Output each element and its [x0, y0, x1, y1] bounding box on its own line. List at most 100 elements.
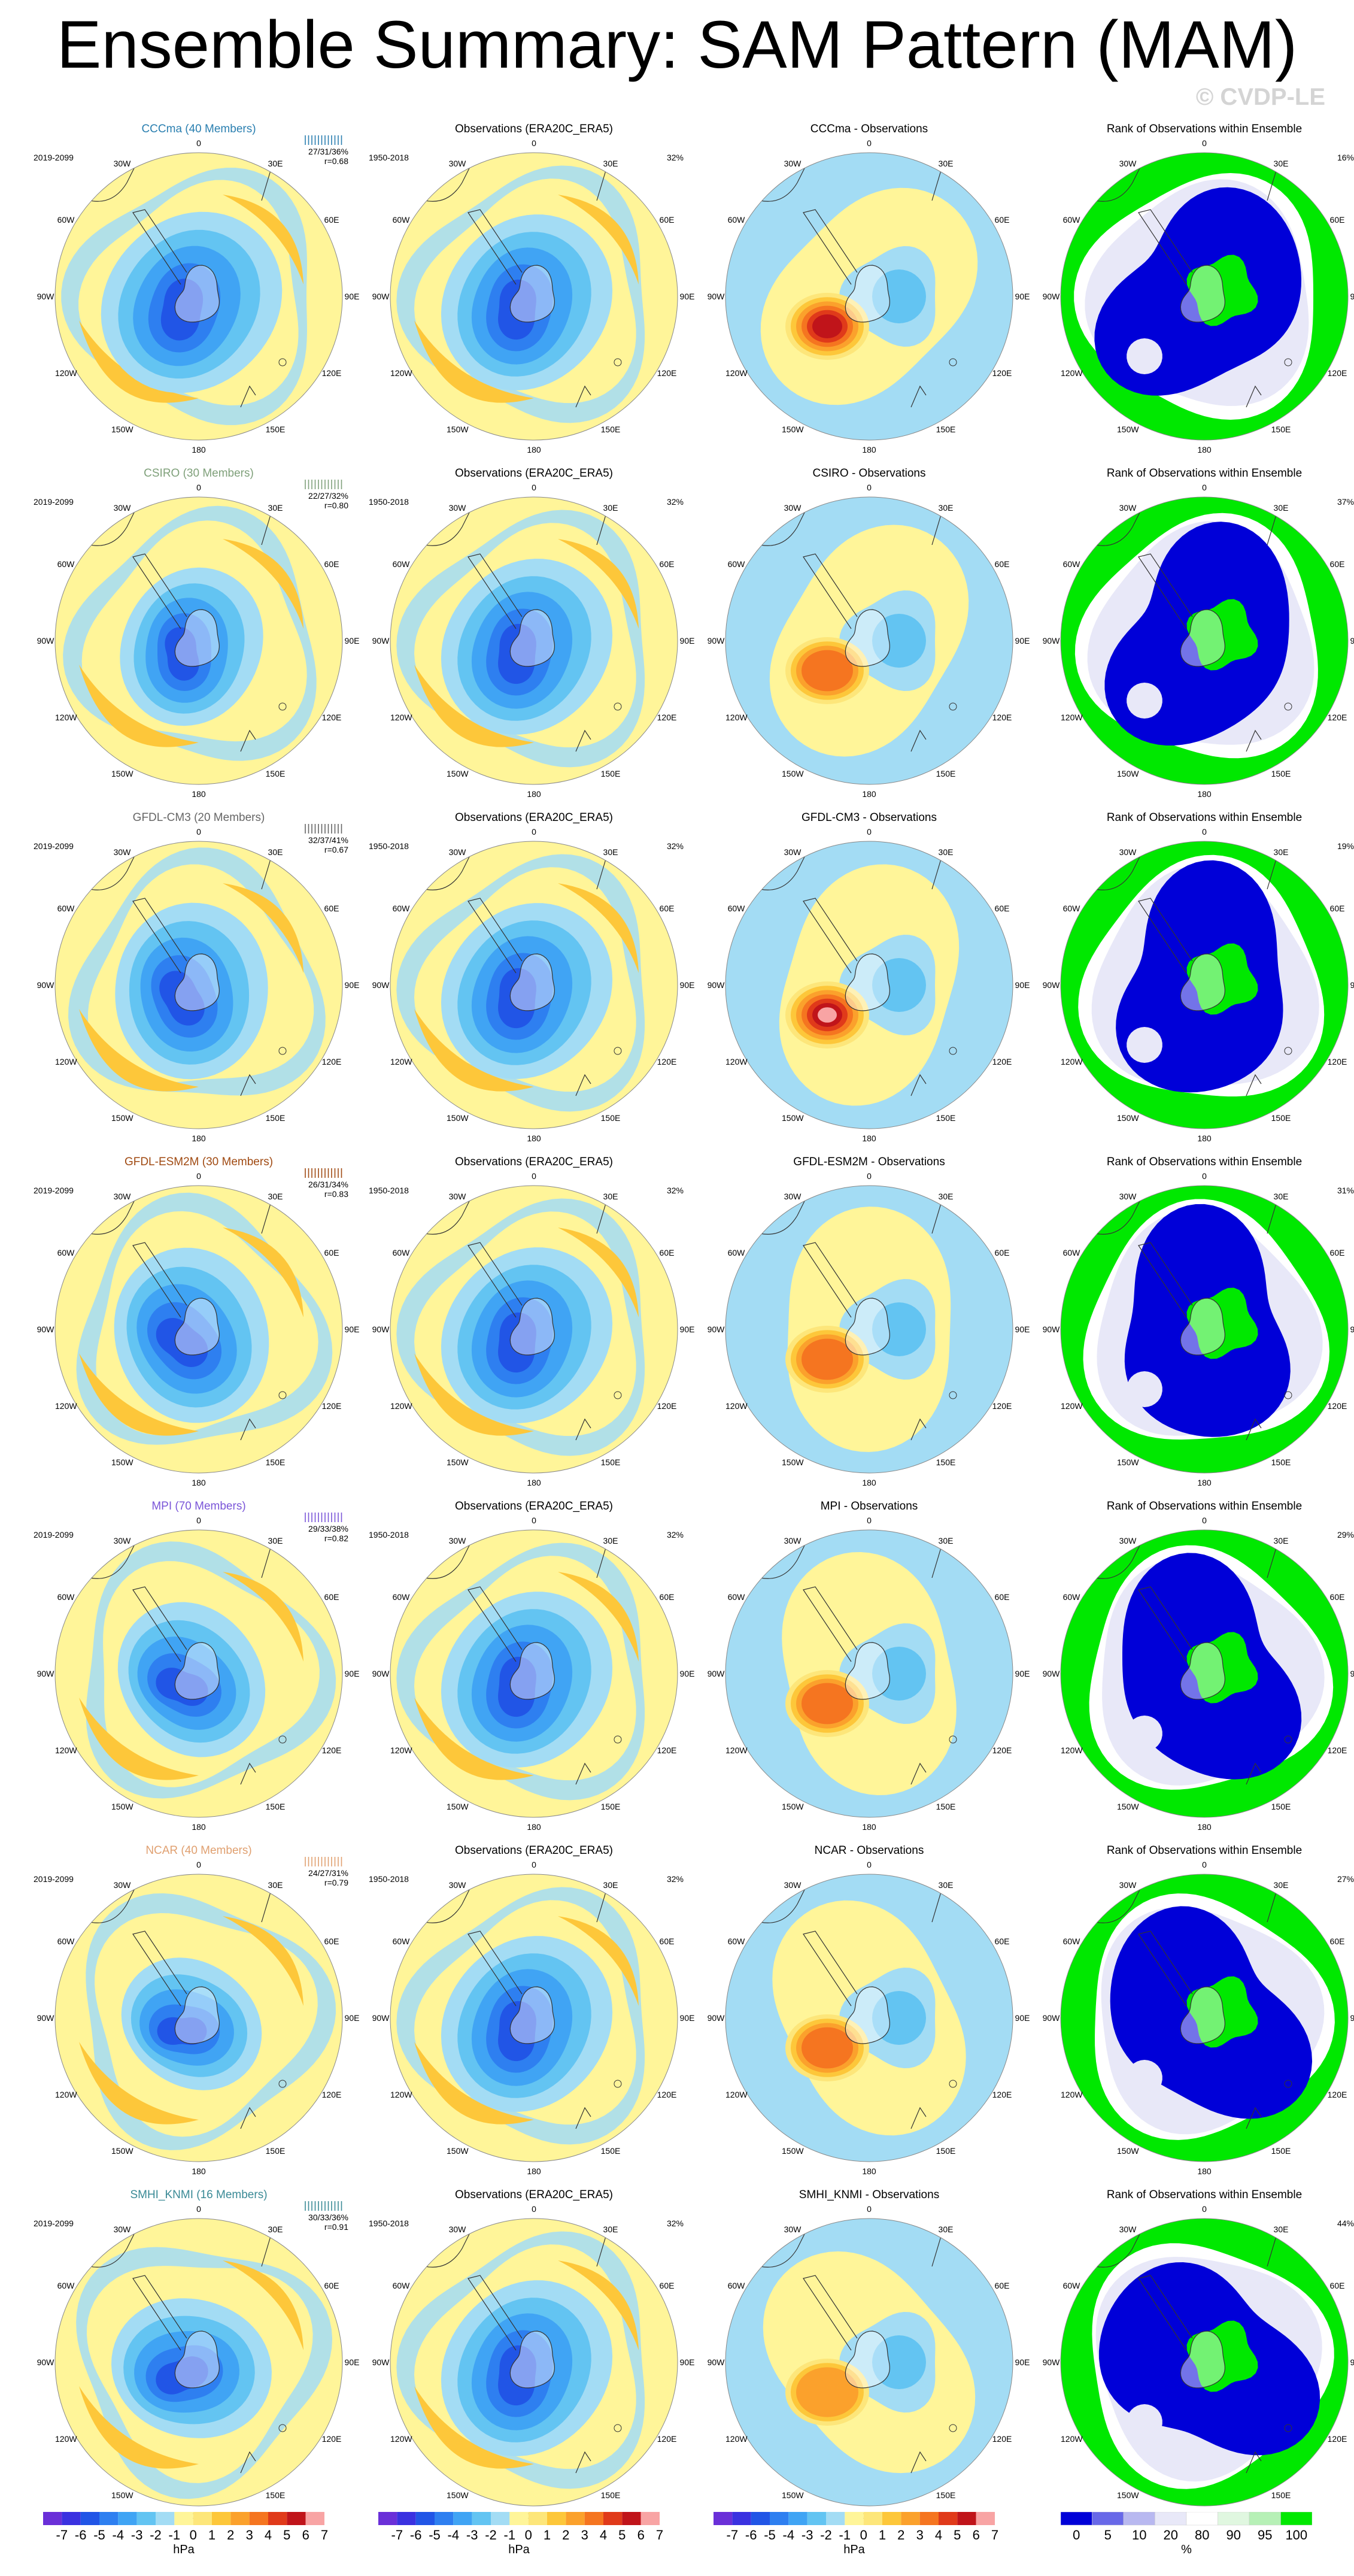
lon-label: 0 — [867, 1860, 872, 1869]
polar-map — [1060, 152, 1349, 441]
colorbar-tick: -6 — [409, 2527, 422, 2542]
lon-label: 120W — [1061, 1401, 1083, 1411]
lon-label: 90W — [1042, 980, 1060, 990]
diff-panel: 0 30E 60E 90E 120E 150E 180 150W 120W 90W 60W 30W CC… — [702, 123, 1037, 458]
obs-period: 1950-2018 — [369, 153, 409, 162]
diff-title: CSIRO - Observations — [812, 467, 926, 480]
colorbar-tick: -1 — [168, 2527, 181, 2542]
lon-label: 150E — [936, 425, 956, 434]
lon-label: 60E — [324, 559, 339, 569]
lon-label: 150W — [1117, 425, 1139, 434]
model-title: MPI (70 Members) — [151, 1500, 246, 1513]
lon-label: 0 — [196, 1171, 201, 1181]
colorbar-tick: -2 — [820, 2527, 832, 2542]
lon-label: 120W — [1061, 2434, 1083, 2444]
model-panel: 030E60E90E120E150E180150W120W90W60W30WSM… — [31, 2189, 366, 2524]
diff-title: GFDL-ESM2M - Observations — [793, 1156, 945, 1168]
model-period: 2019-2099 — [34, 1186, 74, 1195]
lon-label: 150E — [936, 1113, 956, 1123]
lon-label: 150E — [600, 2146, 621, 2156]
colorbar-swatches — [378, 2512, 660, 2525]
lon-label: 60W — [57, 559, 75, 569]
model-title: NCAR (40 Members) — [145, 1844, 252, 1857]
lon-label: 30E — [603, 1536, 618, 1545]
rank-title: Rank of Observations within Ensemble — [1106, 1500, 1303, 1513]
lon-label: 150W — [447, 1802, 469, 1811]
lon-label: 150E — [600, 2490, 621, 2500]
lon-label: 60W — [392, 1592, 410, 1602]
lon-label: 120E — [321, 2090, 342, 2099]
lon-label: 90W — [707, 636, 725, 645]
lon-label: 30E — [938, 159, 954, 168]
colorbar-tick: -6 — [745, 2527, 757, 2542]
colorbar-tick: -5 — [764, 2527, 776, 2542]
lon-label: 120W — [55, 713, 77, 722]
lon-label: 30W — [784, 1536, 802, 1545]
lon-label: 150W — [1117, 1457, 1139, 1467]
lon-label: 150W — [447, 1113, 469, 1123]
lon-label: 150W — [447, 2146, 469, 2156]
polar-map — [1060, 1529, 1349, 1818]
colorbar-tick: 100 — [1285, 2527, 1308, 2542]
lon-label: 150E — [265, 2490, 286, 2500]
model-stats: 29/33/38% — [308, 1524, 348, 1534]
diff-title: NCAR - Observations — [814, 1844, 924, 1857]
lon-label: 90W — [372, 2357, 390, 2367]
rank-panel: 0 30E 60E 90E 120E 150E 180 150W 120W 90W 60W 30W Ra… — [1037, 1156, 1354, 1491]
lon-label: 30E — [603, 1192, 618, 1201]
lon-label: 90W — [37, 292, 54, 301]
rank-colorbar: 0 5 10 20 80 90 95 100% — [1049, 2512, 1330, 2560]
lon-label: 60W — [57, 904, 75, 913]
lon-label: 60W — [1062, 1936, 1080, 1946]
lon-label: 90W — [37, 636, 54, 645]
lon-label: 90E — [1350, 2357, 1354, 2367]
colorbar-swatches — [714, 2512, 995, 2525]
lon-label: 120E — [657, 368, 677, 378]
lon-label: 120E — [992, 2434, 1012, 2444]
colorbar-tick: 3 — [581, 2527, 588, 2542]
lon-label: 30W — [1119, 1192, 1137, 1201]
lon-label: 30E — [938, 1880, 954, 1890]
lon-label: 90E — [1015, 636, 1030, 645]
model-corr: r=0.79 — [324, 1878, 348, 1887]
lon-label: 90W — [1042, 1325, 1060, 1334]
lon-label: 30W — [1119, 847, 1137, 857]
lon-label: 60E — [994, 1936, 1010, 1946]
lon-label: 60W — [57, 1592, 75, 1602]
colorbar-tick: 3 — [916, 2527, 924, 2542]
lon-label: 180 — [1197, 1478, 1212, 1487]
lon-label: 90W — [707, 980, 725, 990]
lon-label: 150W — [782, 425, 804, 434]
model-stats: 26/31/34% — [308, 1180, 348, 1189]
lon-label: 30W — [784, 503, 802, 513]
lon-label: 0 — [867, 1516, 872, 1525]
colorbar-tick: 0 — [189, 2527, 197, 2542]
lon-label: 30E — [268, 1192, 283, 1201]
lon-label: 90W — [37, 980, 54, 990]
lon-label: 90E — [1350, 636, 1354, 645]
lon-label: 60E — [324, 2281, 339, 2290]
lon-label: 150W — [447, 1457, 469, 1467]
obs-period: 1950-2018 — [369, 2219, 409, 2228]
lon-label: 0 — [532, 827, 536, 837]
lon-label: 150W — [447, 769, 469, 778]
lon-label: 0 — [196, 827, 201, 837]
rank-title: Rank of Observations within Ensemble — [1106, 2189, 1303, 2201]
lon-label: 30E — [268, 2225, 283, 2234]
lon-label: 120E — [992, 368, 1012, 378]
lon-label: 120E — [321, 1057, 342, 1066]
spread-glyph — [305, 480, 342, 489]
lon-label: 0 — [532, 2204, 536, 2214]
model-period: 2019-2099 — [34, 1530, 74, 1539]
lon-label: 90E — [1350, 2013, 1354, 2023]
lon-label: 60E — [994, 904, 1010, 913]
lon-label: 90E — [1015, 2357, 1030, 2367]
colorbar-unit: hPa — [173, 2543, 195, 2556]
lon-label: 60E — [659, 215, 675, 225]
colorbar-tick: -5 — [429, 2527, 441, 2542]
lon-label: 30E — [1273, 1880, 1289, 1890]
lon-label: 90W — [372, 292, 390, 301]
polar-map — [1060, 1874, 1349, 2162]
polar-map — [1060, 841, 1349, 1129]
lon-label: 180 — [527, 1822, 541, 1832]
